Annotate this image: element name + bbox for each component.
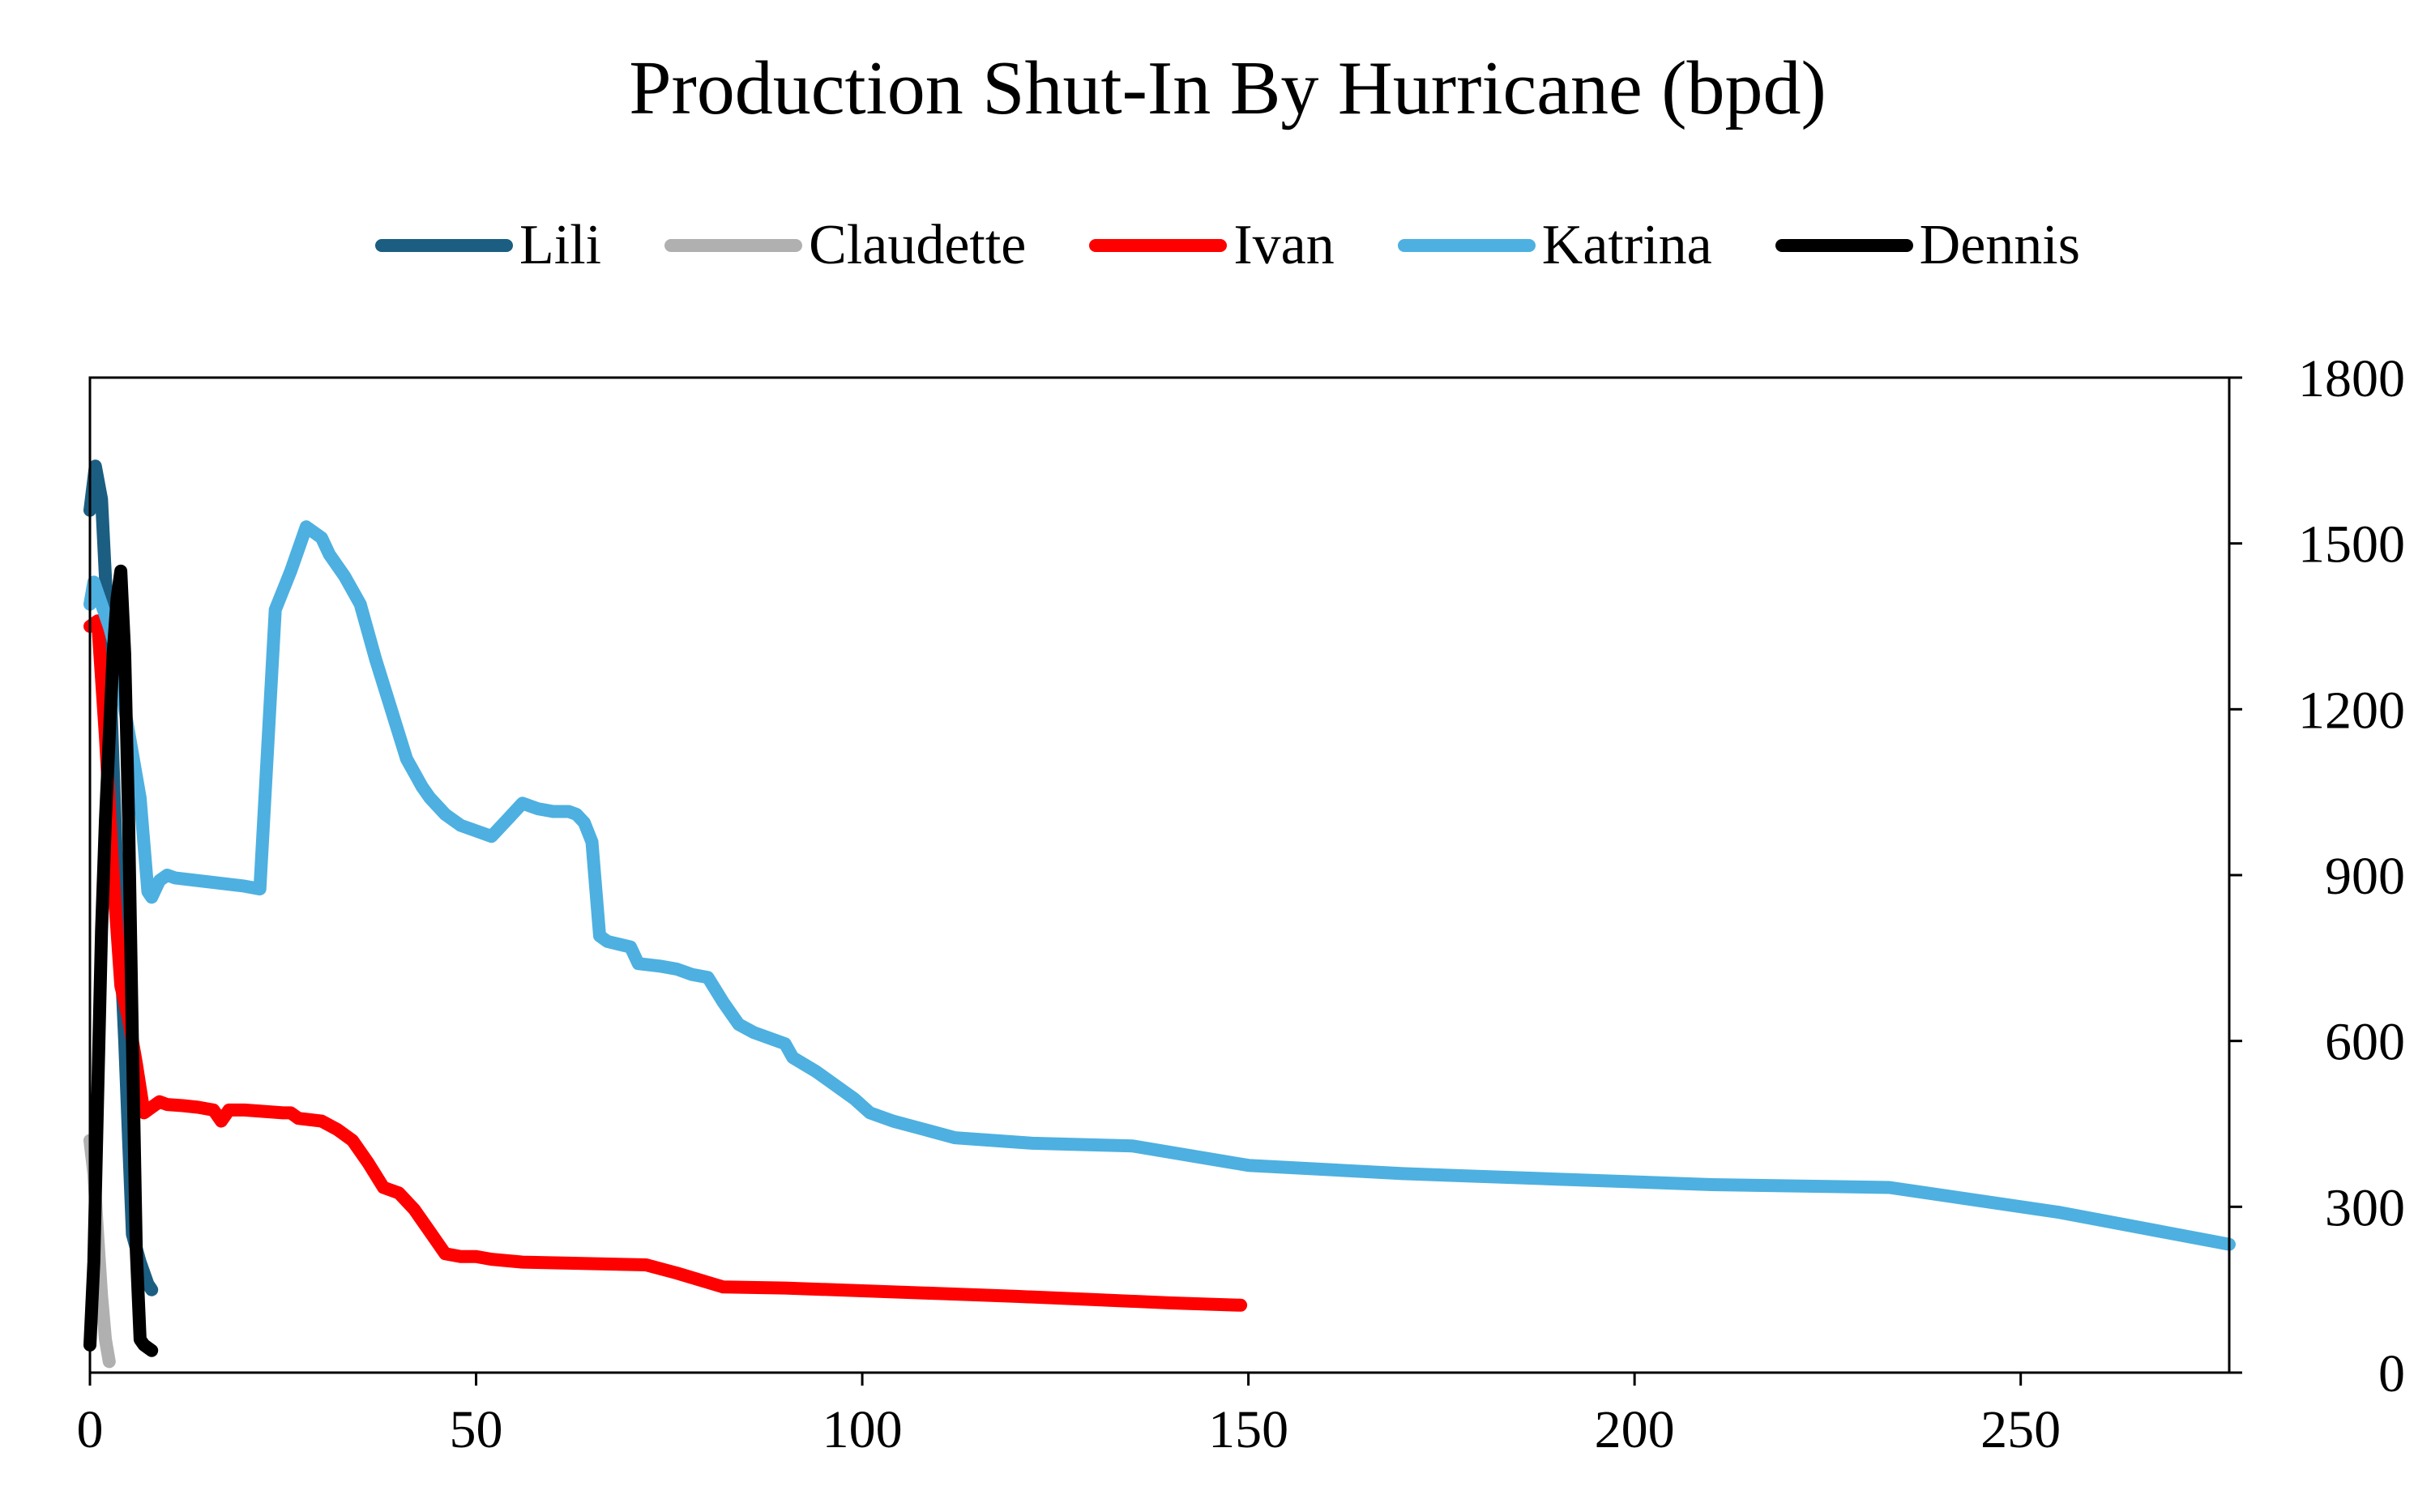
legend: Lili Claudette Ivan Katrina Dennis — [0, 217, 2431, 274]
plot-frame — [88, 376, 2231, 1374]
legend-label-ivan: Ivan — [1233, 214, 1335, 276]
x-tick-label: 200 — [1595, 1400, 1675, 1459]
legend-item-ivan: Ivan — [1089, 214, 1335, 276]
legend-swatch-katrina — [1397, 239, 1536, 252]
series-line-ivan — [83, 614, 1248, 1312]
legend-item-claudette: Claudette — [664, 217, 1026, 274]
y-tick-label: 1500 — [2298, 515, 2405, 574]
legend-item-katrina: Katrina — [1397, 214, 1712, 276]
chart-title: Production Shut-In By Hurricane (bpd) — [629, 46, 1826, 130]
x-axis: 0 50 100 150 200 250 — [77, 1373, 2061, 1459]
legend-label-claudette: Claudette — [809, 214, 1027, 276]
legend-label-dennis: Dennis — [1919, 214, 2080, 276]
y-tick-label: 0 — [2378, 1344, 2405, 1403]
y-tick-label: 600 — [2325, 1013, 2405, 1072]
legend-swatch-lili — [375, 239, 514, 252]
y-axis: 0 300 600 900 1200 1500 1800 — [2229, 349, 2405, 1403]
x-tick-label: 100 — [822, 1400, 903, 1459]
legend-label-lili: Lili — [519, 214, 602, 276]
y-tick-label: 300 — [2325, 1178, 2405, 1237]
y-tick-label: 1200 — [2298, 681, 2405, 740]
legend-label-katrina: Katrina — [1541, 214, 1712, 276]
y-tick-label: 900 — [2325, 847, 2405, 906]
series-line-dennis — [83, 564, 159, 1357]
legend-swatch-claudette — [664, 239, 803, 252]
legend-swatch-dennis — [1775, 239, 1913, 252]
x-tick-label: 150 — [1208, 1400, 1288, 1459]
legend-item-lili: Lili — [375, 217, 601, 274]
legend-item-dennis: Dennis — [1775, 217, 2080, 274]
x-tick-label: 250 — [1980, 1400, 2061, 1459]
y-tick-label: 1800 — [2298, 349, 2405, 408]
series-line-katrina — [83, 520, 2236, 1251]
x-tick-label: 0 — [77, 1400, 104, 1459]
x-tick-label: 50 — [450, 1400, 503, 1459]
legend-swatch-ivan — [1089, 239, 1228, 252]
series-layer — [83, 459, 2236, 1369]
